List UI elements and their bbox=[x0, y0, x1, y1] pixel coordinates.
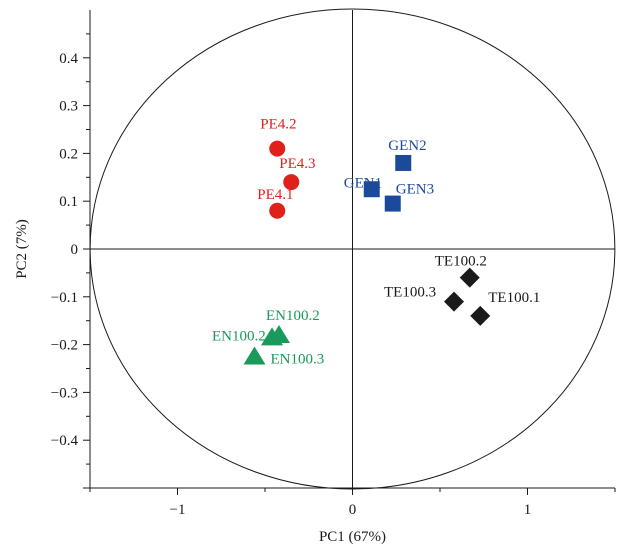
y-tick-label: −0.1 bbox=[51, 290, 78, 306]
x-tick-label: 1 bbox=[524, 502, 532, 518]
point-marker-square bbox=[395, 154, 412, 171]
y-tick-label: −0.4 bbox=[51, 433, 79, 449]
point-marker-triangle bbox=[243, 346, 266, 365]
point-marker-triangle bbox=[261, 327, 283, 346]
point-label: GEN3 bbox=[396, 182, 434, 198]
y-tick-label: 0.1 bbox=[59, 194, 78, 210]
point-marker-diamond bbox=[459, 267, 480, 288]
point-label: TE100.2 bbox=[435, 254, 487, 270]
point-label: EN100.2 bbox=[212, 328, 266, 344]
point-marker-square bbox=[384, 195, 401, 212]
point-label: PE4.2 bbox=[260, 117, 296, 133]
point-label: GEN2 bbox=[388, 138, 426, 154]
point-marker-square bbox=[363, 181, 380, 198]
point-marker-circle bbox=[283, 174, 300, 191]
y-tick-label: 0.3 bbox=[59, 99, 78, 115]
point-label: EN100.2 bbox=[266, 308, 320, 324]
point-marker-diamond bbox=[470, 305, 491, 326]
point-marker-circle bbox=[269, 202, 286, 219]
plot-area: −1 0 1 0.4 0.3 0.2 0.1 0 −0.1 −0.2 −0.3 −0.4 PE4.2 PE… bbox=[51, 8, 616, 518]
y-tick-label: 0.2 bbox=[59, 146, 78, 162]
point-label: TE100.1 bbox=[488, 290, 540, 306]
point-marker-circle bbox=[269, 140, 286, 157]
x-tick-label: 0 bbox=[349, 502, 357, 518]
y-tick-label: −0.2 bbox=[51, 338, 78, 354]
point-marker-diamond bbox=[444, 291, 464, 312]
point-label: PE4.1 bbox=[257, 187, 293, 203]
y-tick-label: 0.4 bbox=[59, 51, 78, 67]
y-tick-label: 0 bbox=[71, 242, 79, 258]
point-label: TE100.3 bbox=[384, 285, 436, 301]
y-tick-label: −0.3 bbox=[51, 385, 78, 401]
point-label: GEN1 bbox=[344, 175, 382, 191]
x-tick-label: −1 bbox=[170, 502, 186, 518]
y-axis-title: PC2 (7%) bbox=[14, 219, 30, 279]
point-label: PE4.3 bbox=[279, 156, 315, 172]
x-axis-title: PC1 (67%) bbox=[319, 529, 386, 545]
point-label: EN100.3 bbox=[271, 352, 325, 368]
